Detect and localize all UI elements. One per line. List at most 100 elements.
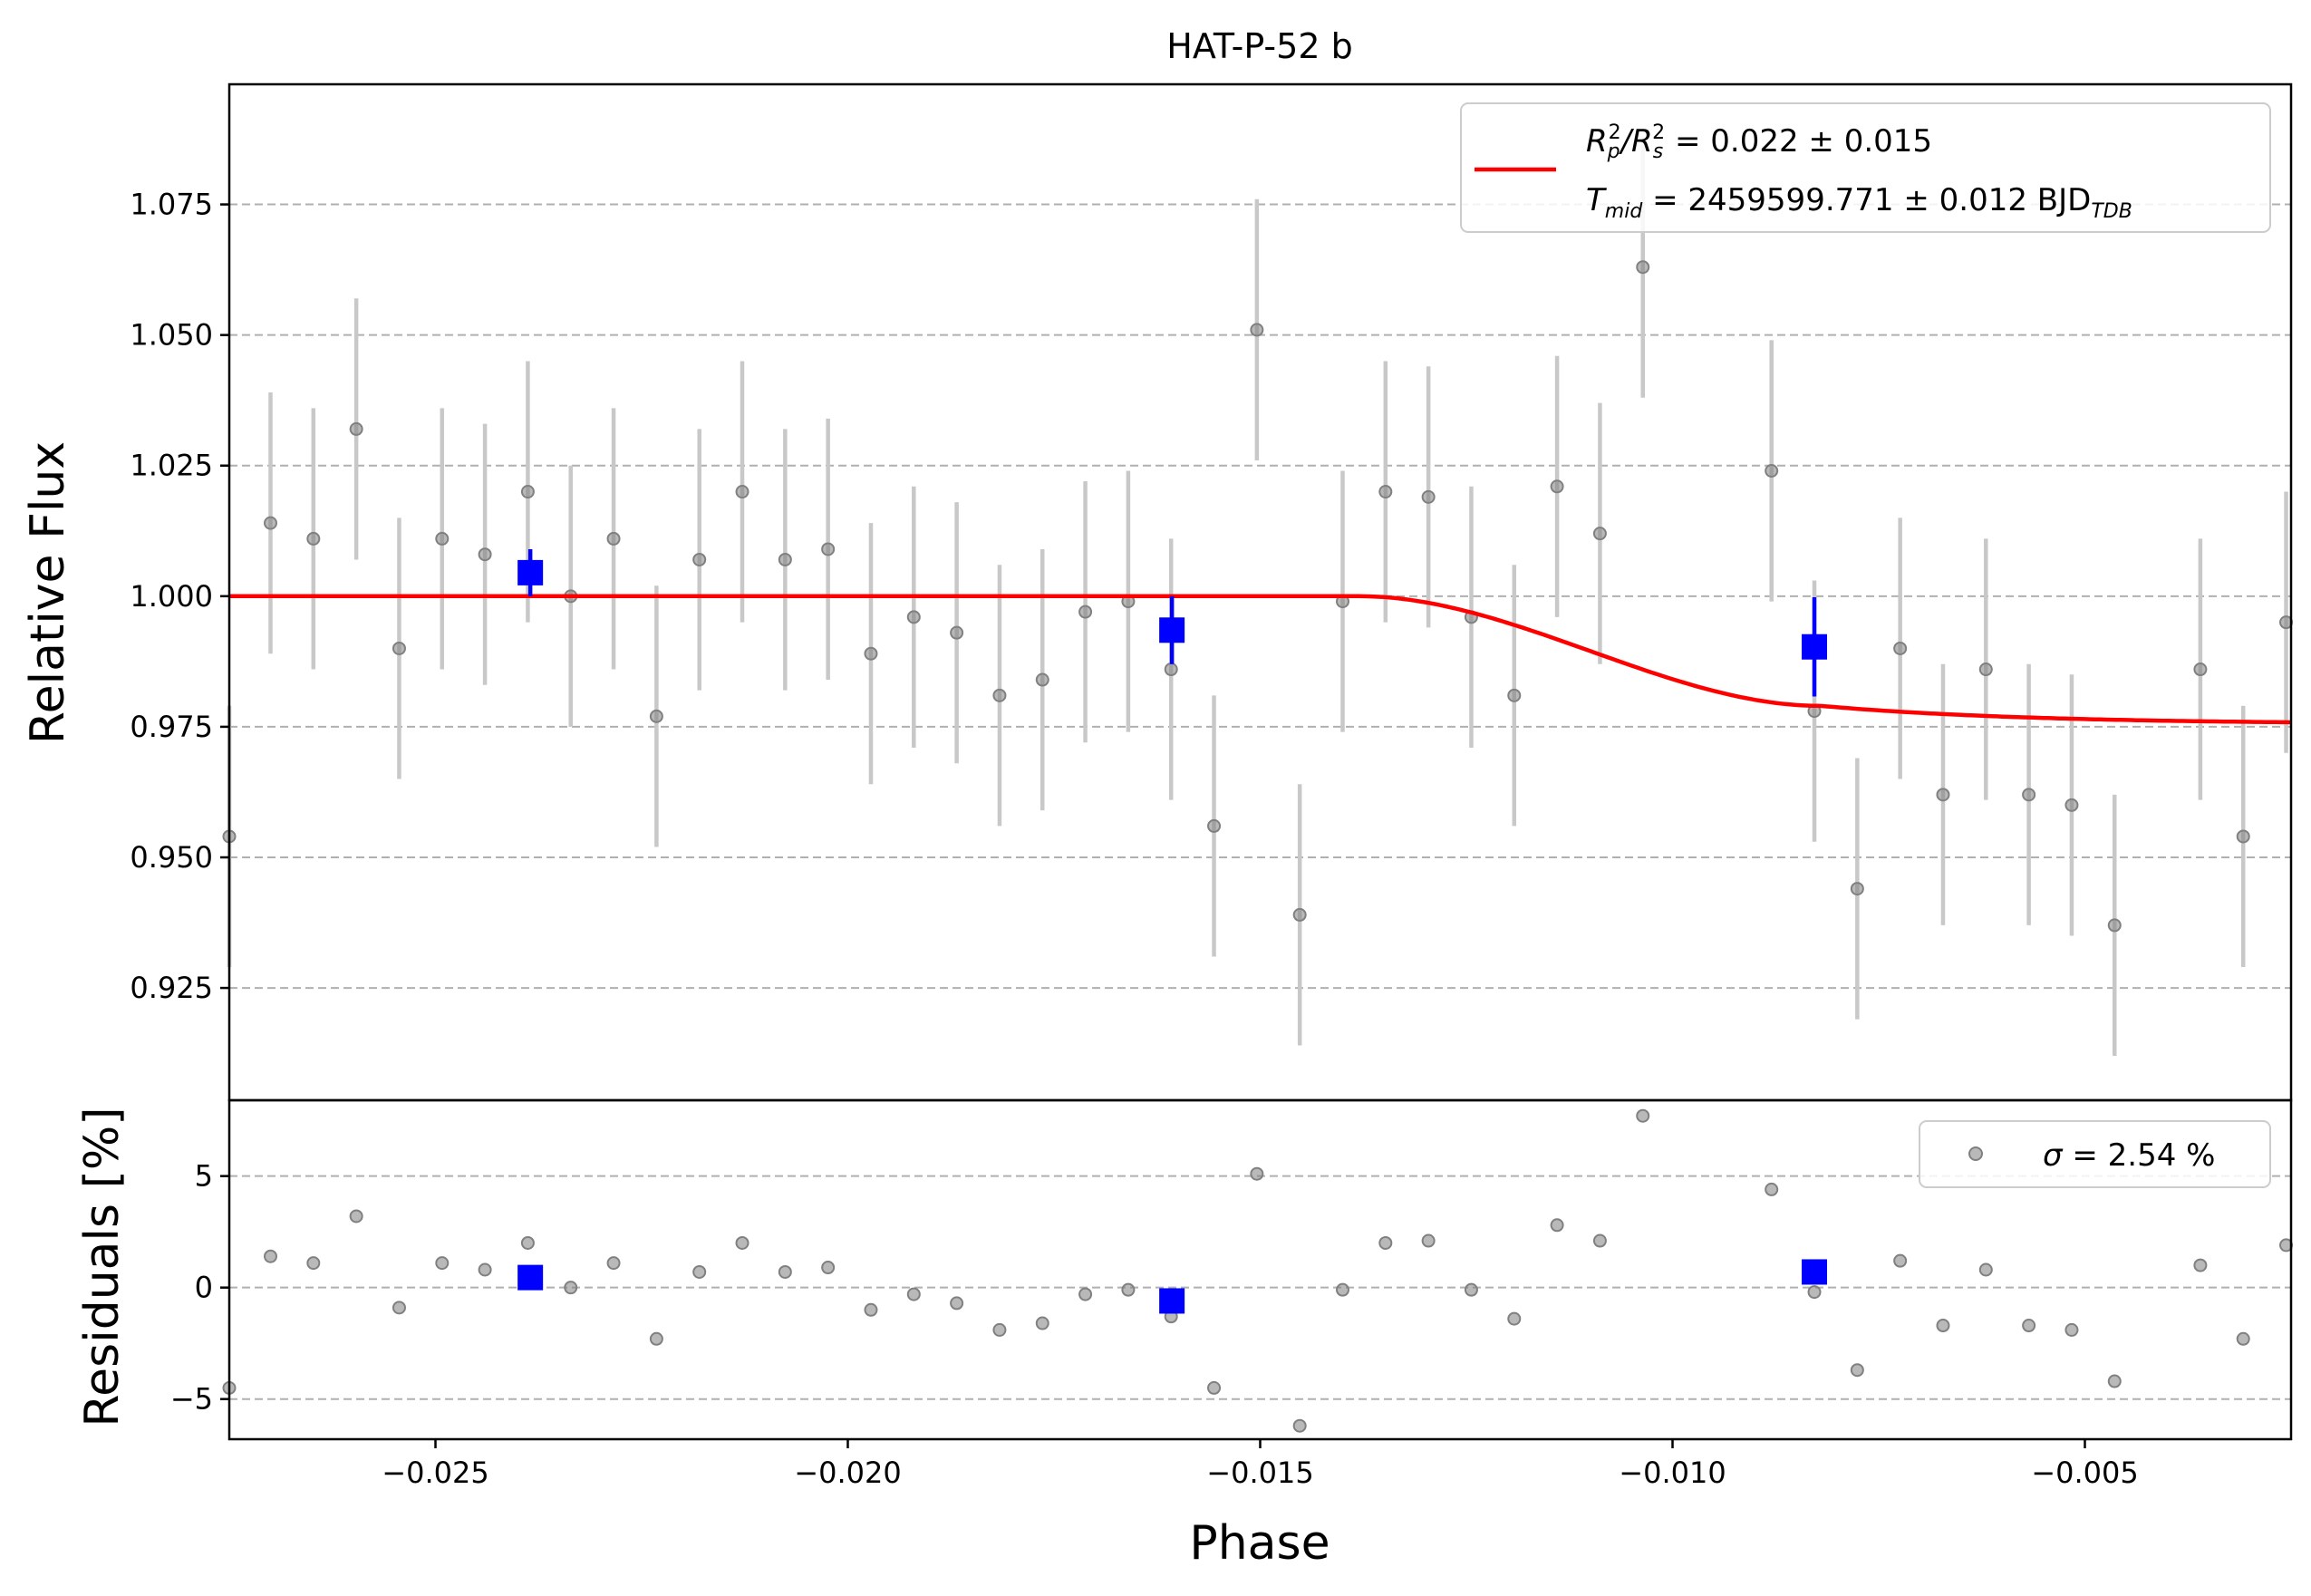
x-tick-label: −0.010 xyxy=(1619,1456,1726,1490)
bottom-y-axis-label: Residuals [%] xyxy=(75,1107,130,1427)
data-point xyxy=(478,547,492,562)
data-point xyxy=(2236,829,2250,844)
data-point xyxy=(1636,260,1650,275)
data-point xyxy=(1592,527,1607,541)
top-y-tick-label: 0.925 xyxy=(130,971,213,1005)
residual-point xyxy=(2193,1258,2208,1272)
data-point xyxy=(1378,485,1393,499)
residual-point xyxy=(306,1256,321,1271)
data-point xyxy=(306,531,321,546)
legend-sigma-text: σ = 2.54 % xyxy=(2043,1137,2215,1174)
data-point xyxy=(2064,798,2079,812)
x-tick-label: −0.025 xyxy=(382,1456,488,1490)
top-y-ticks: 0.925 0.950 0.975 1.000 1.025 1.050 1.075 xyxy=(130,188,229,1005)
data-point xyxy=(821,542,836,556)
data-point xyxy=(2022,788,2036,802)
transit-model-line xyxy=(229,594,2292,725)
data-point xyxy=(435,531,450,546)
data-point xyxy=(1164,663,1178,677)
residual-point xyxy=(992,1322,1007,1337)
x-tick-label: −0.005 xyxy=(2031,1456,2138,1490)
residual-point xyxy=(264,1249,277,1263)
residual-point xyxy=(349,1209,363,1224)
residual-point xyxy=(1550,1218,1564,1233)
residual-point xyxy=(2022,1319,2036,1333)
top-y-tick-label: 0.950 xyxy=(130,840,213,875)
data-point xyxy=(392,641,406,655)
top-binned-points xyxy=(517,548,1828,697)
residual-point xyxy=(1850,1363,1864,1378)
residual-point xyxy=(864,1302,878,1317)
residual-point xyxy=(692,1264,707,1279)
residual-point xyxy=(1464,1282,1478,1297)
data-point xyxy=(692,552,707,566)
residual-point xyxy=(1121,1282,1136,1297)
data-point xyxy=(950,625,964,640)
data-point xyxy=(1850,882,1864,896)
data-point xyxy=(1078,605,1093,619)
residual-point xyxy=(735,1235,749,1250)
top-y-tick-label: 0.975 xyxy=(130,710,213,744)
bottom-legend: σ = 2.54 % xyxy=(1919,1120,2271,1188)
residual-point xyxy=(1421,1233,1436,1248)
residual-point xyxy=(2236,1331,2250,1346)
residual-point xyxy=(520,1235,535,1250)
residual-point xyxy=(1035,1316,1049,1330)
residual-points xyxy=(222,1108,2294,1433)
data-point xyxy=(2107,918,2122,933)
data-point xyxy=(1893,641,1908,655)
top-legend: Rp2/Rs2 = 0.022 ± 0.015 Tmid = 2459599.7… xyxy=(1460,102,2271,233)
residual-point xyxy=(778,1264,792,1279)
chart-title: HAT-P-52 b xyxy=(1166,26,1352,66)
bottom-x-ticks: −0.025 −0.020 −0.015 −0.010 −0.005 xyxy=(382,1439,2139,1490)
data-point xyxy=(906,610,921,624)
data-point xyxy=(1936,788,1950,802)
residual-point xyxy=(1507,1311,1522,1326)
top-y-tick-label: 1.050 xyxy=(130,318,213,353)
residual-point xyxy=(478,1262,492,1277)
data-point xyxy=(992,688,1007,702)
legend-depth-text: Rp2/Rs2 = 0.022 ± 0.015 xyxy=(1586,121,1932,163)
residual-point xyxy=(564,1281,578,1295)
binned-point xyxy=(1159,617,1185,643)
data-point xyxy=(1292,907,1307,922)
data-point xyxy=(2193,663,2208,677)
residual-point xyxy=(1292,1418,1307,1433)
residual-point xyxy=(1807,1285,1822,1300)
residual-point xyxy=(606,1256,621,1271)
residual-point xyxy=(1936,1319,1950,1333)
data-point xyxy=(1421,489,1436,504)
bottom-legend-box xyxy=(1919,1120,2271,1188)
x-tick-label: −0.020 xyxy=(794,1456,901,1490)
data-point xyxy=(1035,672,1049,687)
legend-residual-marker xyxy=(1968,1146,1983,1161)
top-y-tick-label: 1.075 xyxy=(130,188,213,222)
residual-point xyxy=(1636,1108,1650,1123)
top-legend-box xyxy=(1460,102,2271,233)
binned-point xyxy=(517,559,544,585)
residual-binned-points xyxy=(517,1259,1828,1314)
top-y-axis-label: Relative Flux xyxy=(21,441,75,744)
data-point xyxy=(349,421,363,436)
binned-residual-point xyxy=(1802,1259,1828,1285)
binned-residual-point xyxy=(517,1264,544,1291)
residual-point xyxy=(1336,1282,1349,1297)
residual-point xyxy=(950,1296,964,1311)
residual-point xyxy=(435,1256,450,1271)
residual-point xyxy=(1592,1233,1607,1248)
x-tick-label: −0.015 xyxy=(1206,1456,1313,1490)
data-point xyxy=(606,531,621,546)
data-point xyxy=(1507,688,1522,702)
top-y-tick-label: 1.025 xyxy=(130,449,213,483)
data-point xyxy=(735,485,749,499)
residual-point xyxy=(2064,1322,2079,1337)
legend-tmid-text: Tmid = 2459599.771 ± 0.012 BJDTDB xyxy=(1586,182,2132,223)
x-axis-label: Phase xyxy=(1189,1516,1330,1571)
top-y-tick-label: 1.000 xyxy=(130,579,213,614)
binned-residual-point xyxy=(1159,1288,1185,1314)
binned-point xyxy=(1802,634,1828,660)
residual-point xyxy=(1765,1182,1779,1196)
residual-point xyxy=(1378,1235,1393,1250)
